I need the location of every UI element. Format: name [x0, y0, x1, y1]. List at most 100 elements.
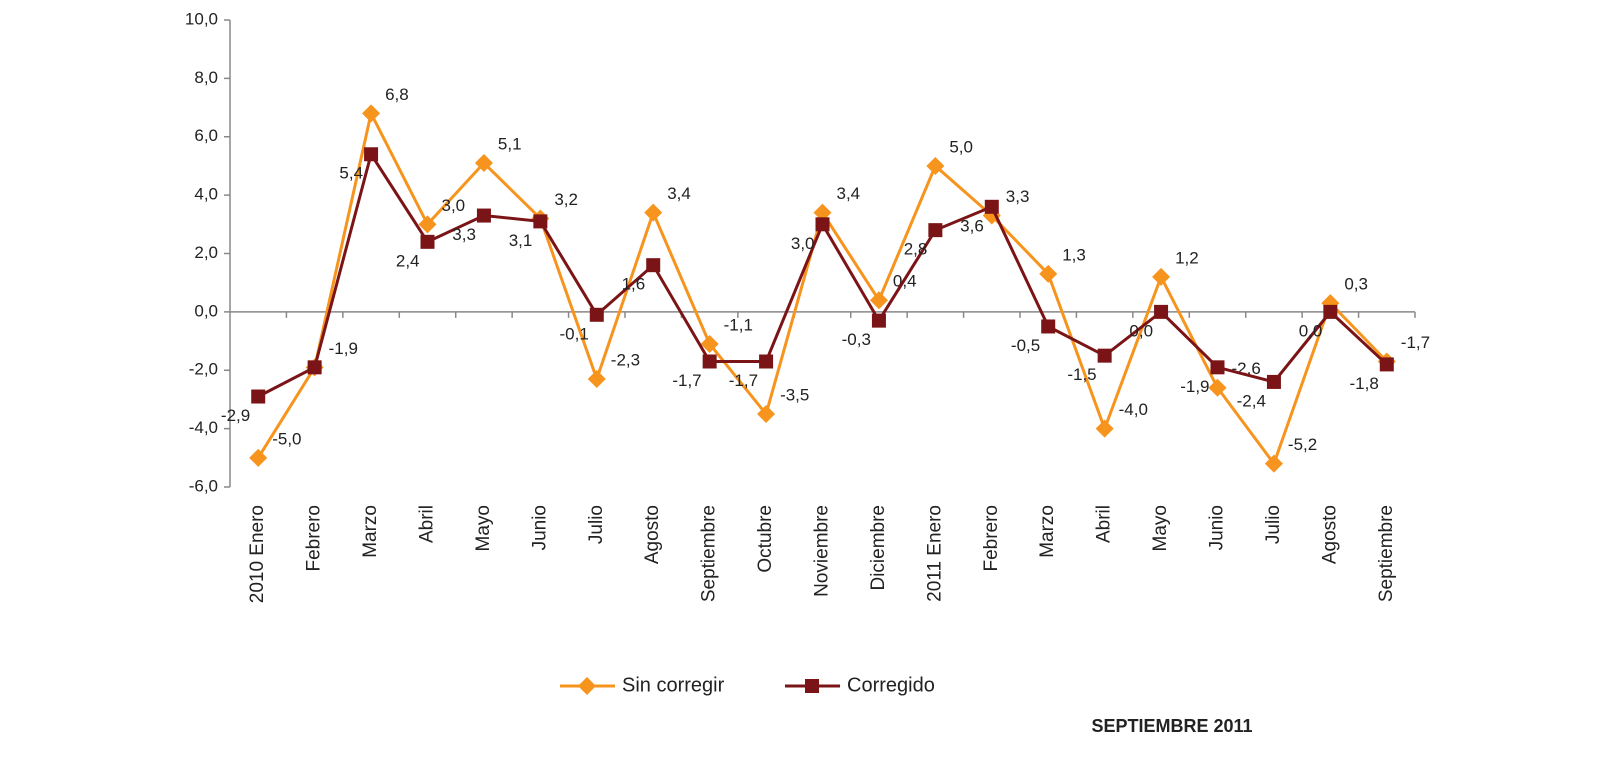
data-label: -1,7: [672, 371, 701, 390]
y-tick-label: 8,0: [194, 68, 218, 87]
x-tick-label: Abril: [417, 505, 438, 543]
marker: [362, 104, 381, 123]
marker: [249, 448, 268, 467]
data-label: 5,1: [498, 135, 522, 154]
data-label: 3,3: [1006, 187, 1030, 206]
y-tick-label: 4,0: [194, 185, 218, 204]
data-label: -1,7: [1401, 333, 1430, 352]
marker: [533, 214, 548, 229]
y-tick-label: -4,0: [189, 418, 218, 437]
data-label: -0,1: [559, 324, 588, 343]
data-label: 1,3: [1062, 245, 1086, 264]
marker: [1379, 357, 1394, 372]
data-label: -2,4: [1237, 391, 1266, 410]
data-label: 0,0: [1129, 321, 1153, 340]
marker: [813, 203, 832, 222]
data-label: -1,1: [724, 315, 753, 334]
marker: [871, 313, 886, 328]
data-label: -4,0: [1119, 400, 1148, 419]
data-label: 5,4: [339, 164, 363, 183]
x-tick-label: Junio: [1207, 505, 1228, 550]
marker: [926, 156, 945, 175]
marker: [928, 223, 943, 238]
data-label: 3,0: [442, 196, 466, 215]
data-label: -5,0: [272, 429, 301, 448]
y-tick-label: 6,0: [194, 126, 218, 145]
marker: [702, 354, 717, 369]
series-line: [257, 150, 1388, 398]
data-label: 3,6: [960, 216, 984, 235]
data-label: 3,0: [791, 234, 815, 253]
marker: [589, 307, 604, 322]
marker: [757, 405, 776, 424]
x-tick-label: Octubre: [755, 505, 776, 573]
marker: [1041, 319, 1056, 334]
marker: [418, 215, 437, 234]
x-tick-label: 2011 Enero: [924, 505, 945, 602]
x-tick-label: Marzo: [1037, 505, 1058, 558]
data-label: 2,4: [396, 251, 420, 270]
data-label: 3,3: [452, 225, 476, 244]
marker: [587, 370, 606, 389]
data-label: 1,6: [622, 275, 646, 294]
data-label: 6,8: [385, 85, 409, 104]
marker: [578, 677, 596, 695]
marker: [1210, 360, 1225, 375]
y-tick-label: 2,0: [194, 243, 218, 262]
series-line: [256, 108, 1388, 467]
marker: [984, 199, 999, 214]
x-tick-label: Junio: [529, 505, 550, 550]
data-label: 2,8: [904, 240, 928, 259]
x-tick-label: Febrero: [304, 505, 325, 572]
x-tick-label: Agosto: [1319, 505, 1340, 564]
marker: [1039, 264, 1058, 283]
data-label: 0,3: [1344, 275, 1368, 294]
marker: [364, 147, 379, 162]
data-label: 3,2: [554, 190, 578, 209]
marker: [759, 354, 774, 369]
data-label: 3,4: [667, 184, 691, 203]
data-label: -0,3: [842, 330, 871, 349]
y-tick-label: -2,0: [189, 360, 218, 379]
marker: [1264, 454, 1283, 473]
marker: [307, 360, 322, 375]
marker: [815, 217, 830, 232]
data-label: -2,9: [221, 406, 250, 425]
x-tick-label: Julio: [586, 505, 607, 544]
data-label: 0,0: [1299, 321, 1323, 340]
data-label: -1,8: [1349, 374, 1378, 393]
x-tick-label: Noviembre: [812, 505, 833, 597]
legend-label: Corregido: [847, 674, 935, 696]
marker: [869, 291, 888, 310]
legend-label: Sin corregir: [622, 674, 725, 696]
marker: [476, 208, 491, 223]
data-label: -1,9: [329, 339, 358, 358]
x-tick-label: Febrero: [981, 505, 1002, 572]
marker: [700, 334, 719, 353]
data-label: -5,2: [1288, 435, 1317, 454]
data-label: -0,5: [1011, 336, 1040, 355]
data-label: -3,5: [780, 386, 809, 405]
marker: [251, 389, 266, 404]
x-tick-label: Abril: [1094, 505, 1115, 543]
x-tick-label: Diciembre: [868, 505, 889, 591]
marker: [1152, 267, 1171, 286]
footer: SEPTIEMBRE 2011: [1091, 716, 1252, 736]
data-label: -1,9: [1180, 377, 1209, 396]
x-tick-label: Mayo: [1150, 505, 1171, 551]
data-label: -2,3: [611, 350, 640, 369]
marker: [805, 679, 819, 693]
x-tick-label: Julio: [1263, 505, 1284, 544]
marker: [1097, 348, 1112, 363]
x-tick-label: Agosto: [642, 505, 663, 564]
data-label: -1,5: [1067, 365, 1096, 384]
marker: [646, 258, 661, 273]
marker: [1208, 378, 1227, 397]
y-tick-label: -6,0: [189, 476, 218, 495]
data-label: -1,7: [729, 371, 758, 390]
marker: [1266, 374, 1281, 389]
y-tick-label: 0,0: [194, 301, 218, 320]
x-tick-label: Marzo: [360, 505, 381, 558]
marker: [474, 154, 493, 173]
